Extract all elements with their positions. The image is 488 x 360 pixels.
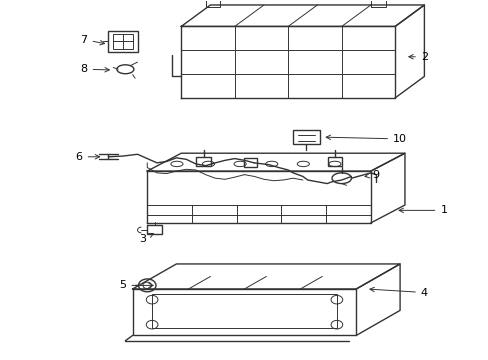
Bar	[132, 289, 356, 336]
Bar	[205, 0, 220, 7]
Text: 1: 1	[398, 205, 447, 215]
Bar	[244, 158, 256, 167]
Text: 8: 8	[81, 64, 109, 74]
Bar	[108, 31, 137, 52]
Bar	[147, 225, 162, 234]
Text: 5: 5	[119, 280, 153, 291]
Text: 6: 6	[76, 152, 100, 162]
Bar	[152, 294, 336, 328]
Text: 3: 3	[139, 233, 153, 244]
Text: 4: 4	[369, 287, 427, 297]
Bar	[113, 34, 132, 49]
Text: 10: 10	[325, 134, 406, 144]
Bar	[370, 0, 385, 7]
Text: 9: 9	[364, 170, 379, 180]
Text: 7: 7	[81, 35, 104, 45]
Text: 2: 2	[408, 52, 427, 62]
Bar	[196, 157, 210, 166]
Bar	[292, 130, 319, 144]
Bar	[327, 157, 342, 166]
